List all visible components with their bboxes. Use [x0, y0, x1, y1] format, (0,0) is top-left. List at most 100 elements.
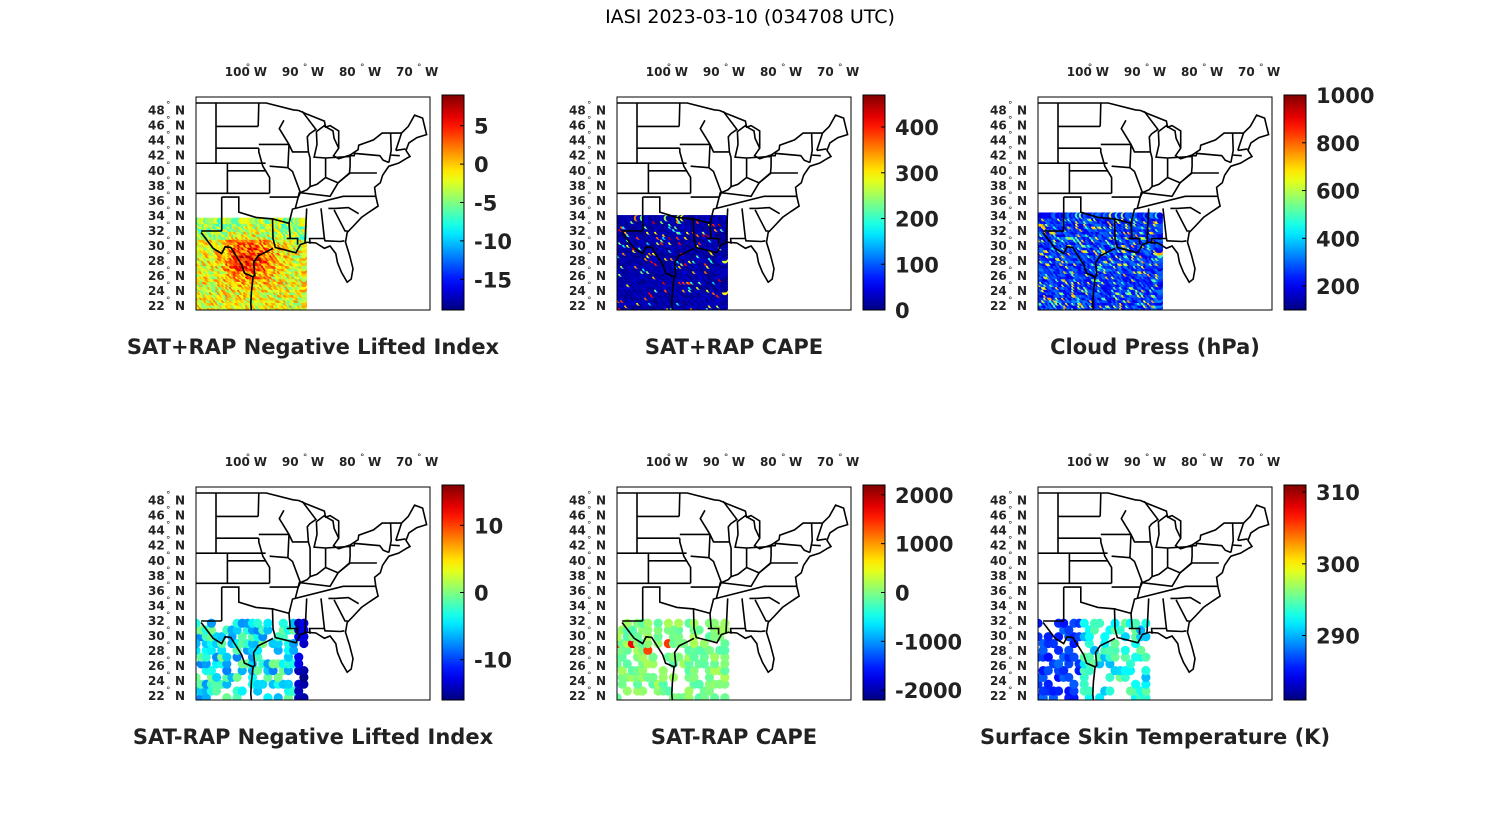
- degree-mark: °: [417, 63, 422, 73]
- lat-tick-label: 22: [148, 689, 165, 703]
- degree-mark: °: [1008, 116, 1013, 126]
- lat-tick-label: 40: [990, 554, 1007, 568]
- degree-mark: °: [1008, 491, 1013, 501]
- lat-hemisphere-label: N: [175, 674, 185, 688]
- lat-hemisphere-label: N: [175, 689, 185, 703]
- lat-tick-label: 30: [148, 629, 165, 643]
- lat-hemisphere-label: N: [596, 209, 606, 223]
- degree-mark: °: [1008, 221, 1013, 231]
- lat-tick-label: 40: [990, 164, 1007, 178]
- lat-tick-label: 32: [148, 614, 165, 628]
- degree-mark: °: [166, 626, 171, 636]
- colorbar-tick-label: -15: [474, 268, 512, 292]
- lat-tick-label: 46: [569, 509, 586, 523]
- lat-tick-label: 44: [148, 134, 165, 148]
- lon-tick-label: 90: [282, 455, 299, 469]
- lat-hemisphere-label: N: [1017, 674, 1027, 688]
- degree-mark: °: [1008, 266, 1013, 276]
- state-boundaries: [196, 102, 428, 310]
- data-swath: [196, 618, 309, 700]
- lat-tick-label: 28: [569, 644, 586, 658]
- lat-hemisphere-label: N: [175, 539, 185, 553]
- colorbar-tick-label: 100: [895, 253, 939, 277]
- lat-hemisphere-label: N: [596, 554, 606, 568]
- degree-mark: °: [1259, 63, 1264, 73]
- lat-hemisphere-label: N: [1017, 569, 1027, 583]
- lon-hemisphere-label: W: [311, 455, 324, 469]
- lon-hemisphere-label: W: [789, 455, 802, 469]
- colorbar: [1283, 484, 1307, 701]
- lat-hemisphere-label: N: [175, 284, 185, 298]
- lat-hemisphere-label: N: [175, 629, 185, 643]
- lon-hemisphere-label: W: [254, 455, 267, 469]
- degree-mark: °: [587, 521, 592, 531]
- lat-tick-label: 30: [569, 629, 586, 643]
- degree-mark: °: [587, 116, 592, 126]
- degree-mark: °: [1202, 453, 1207, 463]
- lat-hemisphere-label: N: [1017, 239, 1027, 253]
- lat-tick-label: 28: [148, 254, 165, 268]
- lat-tick-label: 48: [148, 494, 165, 508]
- degree-mark: °: [587, 206, 592, 216]
- lat-hemisphere-label: N: [175, 119, 185, 133]
- lat-tick-label: 34: [990, 599, 1007, 613]
- colorbar: [1283, 94, 1307, 311]
- degree-mark: °: [781, 453, 786, 463]
- map-panel-cape: 100° W 90 ° W 80 ° W 70 ° W48 ° N46 ° N44 ° N42 ° N40 ° N38 °…: [569, 63, 939, 359]
- colorbar-tick-label: 2000: [895, 484, 953, 508]
- colorbar-tick-label: -10: [474, 230, 512, 254]
- lat-hemisphere-label: N: [1017, 254, 1027, 268]
- lat-tick-label: 38: [148, 179, 165, 193]
- lon-tick-label: 100: [1067, 65, 1092, 79]
- degree-mark: °: [587, 191, 592, 201]
- lon-hemisphere-label: W: [1153, 455, 1166, 469]
- degree-mark: °: [587, 266, 592, 276]
- colorbar-tick-label: -5: [474, 192, 497, 216]
- lon-hemisphere-label: W: [732, 65, 745, 79]
- lat-tick-label: 22: [990, 689, 1007, 703]
- degree-mark: °: [1008, 281, 1013, 291]
- degree-mark: °: [166, 536, 171, 546]
- lat-tick-label: 26: [569, 269, 586, 283]
- degree-mark: °: [166, 296, 171, 306]
- lat-hemisphere-label: N: [1017, 164, 1027, 178]
- lat-tick-label: 28: [148, 644, 165, 658]
- state-boundaries: [617, 492, 849, 700]
- lat-tick-label: 34: [569, 599, 586, 613]
- lon-hemisphere-label: W: [1096, 455, 1109, 469]
- degree-mark: °: [587, 626, 592, 636]
- colorbar-tick-label: 600: [1316, 180, 1360, 204]
- lat-hemisphere-label: N: [1017, 149, 1027, 163]
- map-frame: [1037, 96, 1273, 311]
- degree-mark: °: [1008, 596, 1013, 606]
- lat-hemisphere-label: N: [596, 269, 606, 283]
- degree-mark: °: [838, 453, 843, 463]
- degree-mark: °: [587, 251, 592, 261]
- lat-hemisphere-label: N: [1017, 584, 1027, 598]
- colorbar-tick-label: -10: [474, 649, 512, 673]
- lat-tick-label: 42: [990, 149, 1007, 163]
- lat-hemisphere-label: N: [1017, 524, 1027, 538]
- degree-mark: °: [587, 611, 592, 621]
- state-boundaries: [196, 492, 428, 700]
- degree-mark: °: [166, 551, 171, 561]
- lat-hemisphere-label: N: [1017, 194, 1027, 208]
- lat-hemisphere-label: N: [596, 164, 606, 178]
- map-frame: [195, 96, 431, 311]
- lat-hemisphere-label: N: [596, 689, 606, 703]
- lat-hemisphere-label: N: [1017, 509, 1027, 523]
- lat-tick-label: 32: [990, 614, 1007, 628]
- degree-mark: °: [587, 131, 592, 141]
- lat-tick-label: 32: [569, 614, 586, 628]
- degree-mark: °: [166, 191, 171, 201]
- degree-mark: °: [166, 506, 171, 516]
- lon-tick-label: 80: [760, 65, 777, 79]
- lat-tick-label: 24: [148, 674, 165, 688]
- degree-mark: °: [303, 453, 308, 463]
- degree-mark: °: [246, 63, 251, 73]
- degree-mark: °: [667, 453, 672, 463]
- lat-tick-label: 38: [148, 569, 165, 583]
- colorbar-tick-label: -1000: [895, 630, 962, 654]
- lat-tick-label: 32: [148, 224, 165, 238]
- lat-hemisphere-label: N: [175, 584, 185, 598]
